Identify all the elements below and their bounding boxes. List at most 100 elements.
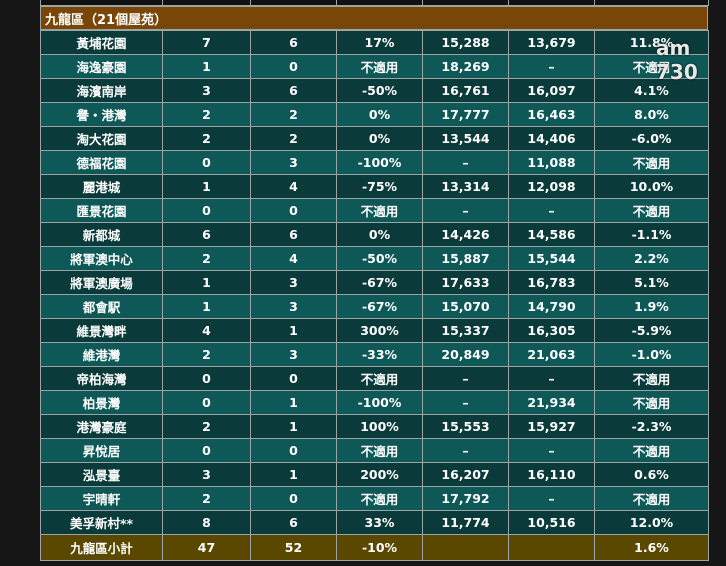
table-cell: 3 [162, 462, 251, 487]
subtotal-cell: 九龍區小計 [40, 534, 163, 561]
table-cell: – [422, 150, 509, 175]
table-cell: 21,934 [508, 390, 595, 415]
table-cell: 0 [250, 198, 337, 223]
table-cell: 15,553 [422, 414, 509, 439]
table-cell: 100% [336, 414, 423, 439]
table-cell: 0.6% [594, 462, 709, 487]
table-cell: 1 [250, 390, 337, 415]
table-cell: 不適用 [336, 366, 423, 391]
table-cell: 16,097 [508, 78, 595, 103]
table-cell: 0 [162, 366, 251, 391]
table-cell: 1 [162, 270, 251, 295]
table-cell: 300% [336, 318, 423, 343]
table-cell: – [422, 438, 509, 463]
table-cell: -50% [336, 246, 423, 271]
table-cell: 16,207 [422, 462, 509, 487]
subtotal-cell: 47 [162, 534, 251, 561]
table-cell: 15,887 [422, 246, 509, 271]
table-cell: 11.8% [594, 30, 709, 55]
table-cell: 0% [336, 126, 423, 151]
table-cell: 13,679 [508, 30, 595, 55]
table-cell: 10.0% [594, 174, 709, 199]
table-cell: -100% [336, 390, 423, 415]
table-cell: 15,288 [422, 30, 509, 55]
table-cell: 不適用 [336, 438, 423, 463]
table-cell: 不適用 [594, 150, 709, 175]
table-cell: 1.9% [594, 294, 709, 319]
table-cell: 2 [162, 246, 251, 271]
table-cell: 10,516 [508, 510, 595, 535]
table-cell: -75% [336, 174, 423, 199]
table-cell: 將軍澳中心 [40, 246, 163, 271]
table-cell: 譽・港灣 [40, 102, 163, 127]
table-cell: 3 [250, 342, 337, 367]
table-cell: 1 [250, 462, 337, 487]
table-cell: 維景灣畔 [40, 318, 163, 343]
table-cell: -50% [336, 78, 423, 103]
table-cell: 2 [162, 102, 251, 127]
table-cell: 維港灣 [40, 342, 163, 367]
table-cell: 2 [162, 342, 251, 367]
table-cell: 21,063 [508, 342, 595, 367]
table-cell: -2.3% [594, 414, 709, 439]
table-cell: – [508, 198, 595, 223]
table-cell: 不適用 [336, 54, 423, 79]
table-cell: 18,269 [422, 54, 509, 79]
watermark: 730 [656, 60, 698, 84]
table-cell: 12.0% [594, 510, 709, 535]
table-cell: 0 [162, 438, 251, 463]
table-cell: -1.1% [594, 222, 709, 247]
table-cell: 14,586 [508, 222, 595, 247]
table-cell: 16,110 [508, 462, 595, 487]
table-cell: 不適用 [336, 198, 423, 223]
subtotal-cell [422, 534, 509, 561]
table-cell: 0 [250, 486, 337, 511]
table-cell: 7 [162, 30, 251, 55]
table-cell: 0 [162, 150, 251, 175]
table-cell: 淘大花園 [40, 126, 163, 151]
table-cell: 2 [250, 102, 337, 127]
table-cell: 3 [250, 270, 337, 295]
table-cell: 都會駅 [40, 294, 163, 319]
table-cell: 海濱南岸 [40, 78, 163, 103]
table-cell: 0 [162, 390, 251, 415]
table-cell: 昇悅居 [40, 438, 163, 463]
table-cell: 2 [162, 126, 251, 151]
table-cell: -6.0% [594, 126, 709, 151]
table-cell: – [508, 54, 595, 79]
table-cell: 港灣豪庭 [40, 414, 163, 439]
table-cell: 20,849 [422, 342, 509, 367]
table-cell: 17,633 [422, 270, 509, 295]
table-cell: 2.2% [594, 246, 709, 271]
table-cell: 6 [250, 78, 337, 103]
table-cell: – [422, 198, 509, 223]
table-cell: 13,544 [422, 126, 509, 151]
table-cell: 不適用 [594, 198, 709, 223]
table-cell: 16,463 [508, 102, 595, 127]
table-cell: 17,792 [422, 486, 509, 511]
table-cell: 不適用 [594, 390, 709, 415]
table-cell: 1 [162, 294, 251, 319]
table-cell: 15,927 [508, 414, 595, 439]
table-cell: 新都城 [40, 222, 163, 247]
table-cell: 2 [162, 486, 251, 511]
table-cell: 4 [250, 246, 337, 271]
table-cell: 帝柏海灣 [40, 366, 163, 391]
table-cell: 0% [336, 102, 423, 127]
table-cell: 16,305 [508, 318, 595, 343]
table-cell: 0% [336, 222, 423, 247]
table-cell: 13,314 [422, 174, 509, 199]
table-cell: 12,098 [508, 174, 595, 199]
table-cell: 3 [162, 78, 251, 103]
table-cell: 4 [250, 174, 337, 199]
table-cell: -1.0% [594, 342, 709, 367]
table-cell: 11,774 [422, 510, 509, 535]
table-cell: 不適用 [594, 486, 709, 511]
table-cell: 3 [250, 294, 337, 319]
table-cell: 15,070 [422, 294, 509, 319]
table-cell: -67% [336, 270, 423, 295]
table-cell: 泓景臺 [40, 462, 163, 487]
table-cell: 200% [336, 462, 423, 487]
table-cell: 8.0% [594, 102, 709, 127]
